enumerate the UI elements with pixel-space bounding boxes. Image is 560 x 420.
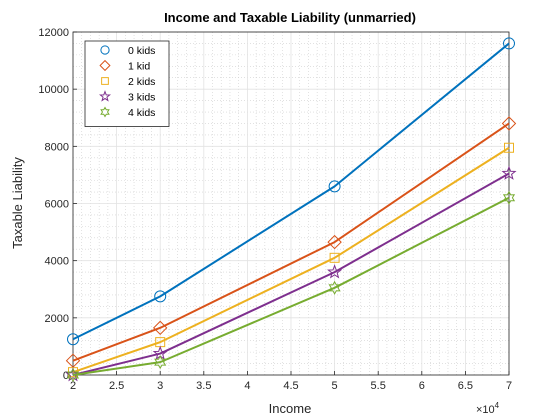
- chart-title: Income and Taxable Liability (unmarried): [164, 10, 416, 25]
- data-point: [503, 37, 515, 50]
- legend-label: 0 kids: [128, 45, 155, 57]
- y-axis-label: Taxable Liability: [10, 157, 25, 249]
- data-point: [152, 320, 168, 336]
- x-tick-label: 2.5: [109, 380, 124, 392]
- data-point: [328, 180, 341, 193]
- x-tick-label: 4.5: [283, 380, 298, 392]
- x-axis-label: Income: [269, 401, 312, 416]
- legend-entry: 1 kid: [99, 59, 150, 73]
- x-tick-label: 2: [70, 380, 76, 392]
- series-4: [66, 190, 516, 383]
- data-point: [67, 333, 79, 346]
- y-tick-label: 4000: [45, 256, 69, 268]
- legend-entry: 3 kids: [98, 90, 155, 104]
- legend-box: [84, 40, 170, 127]
- legend-entry: 4 kids: [100, 106, 155, 119]
- series: [65, 37, 517, 383]
- data-point: [154, 290, 167, 303]
- y-tick-label: 0: [63, 370, 69, 382]
- x-tick-label: 5: [332, 380, 338, 392]
- y-tick-label: 8000: [45, 141, 69, 153]
- data-point: [327, 264, 343, 279]
- legend-label: 1 kid: [128, 61, 150, 73]
- x-tick-label: 5.5: [371, 380, 386, 392]
- x-tick-label: 6: [419, 380, 425, 392]
- legend-marker: [98, 90, 112, 102]
- data-point: [154, 355, 167, 370]
- y-tick-label: 12000: [38, 27, 69, 39]
- legend-marker: [101, 77, 109, 85]
- y-tick-label: 10000: [38, 84, 69, 96]
- legend-label: 4 kids: [128, 107, 155, 119]
- legend-label: 2 kids: [128, 76, 155, 88]
- series-line: [72, 122, 510, 362]
- y-tick-label: 2000: [45, 313, 69, 325]
- legend-marker: [99, 59, 111, 72]
- x-tick-label: 6.5: [458, 380, 473, 392]
- data-point: [328, 280, 341, 295]
- legend: 0 kids 1 kid 2 kids 3 kids 4 kids: [84, 40, 170, 127]
- legend-marker: [100, 106, 110, 118]
- x-tick-label: 4: [244, 380, 250, 392]
- x-tick-label: 3.5: [196, 380, 211, 392]
- series-line: [72, 42, 510, 341]
- legend-entry: 0 kids: [100, 45, 155, 57]
- data-point: [66, 367, 80, 383]
- data-point: [327, 234, 342, 250]
- data-point: [501, 165, 517, 180]
- series-line: [72, 146, 510, 374]
- axis-ticks: 2 2.5 3 3.5 4 4.5 5 5.5 6 6.5 7 0 2000 4000 6000 8000 10…: [38, 27, 512, 392]
- x-tick-label: 7: [506, 380, 512, 392]
- x-axis-exponent: ×104: [476, 401, 500, 416]
- series-0: [67, 37, 515, 346]
- legend-marker: [100, 45, 110, 55]
- y-tick-label: 6000: [45, 199, 69, 211]
- data-point: [329, 252, 340, 263]
- series-line: [72, 172, 510, 376]
- x-tick-label: 3: [157, 380, 163, 392]
- legend-label: 3 kids: [128, 92, 155, 104]
- data-point: [502, 190, 516, 205]
- data-point: [504, 142, 514, 153]
- series-line: [72, 196, 510, 376]
- data-point: [501, 116, 517, 131]
- legend-entry: 2 kids: [101, 76, 155, 88]
